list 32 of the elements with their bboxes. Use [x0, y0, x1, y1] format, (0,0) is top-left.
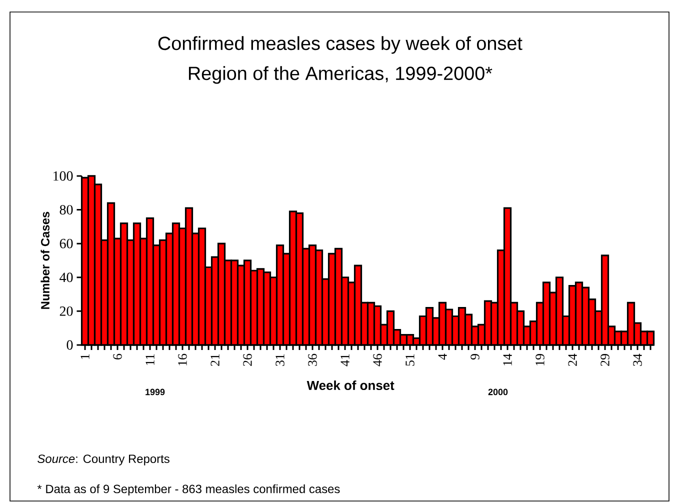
x-tick-label: 21	[210, 354, 220, 366]
y-tick-label: 60	[60, 238, 73, 248]
x-tick-label: 6	[113, 354, 122, 360]
x-tick-label: 11	[146, 354, 154, 365]
x-tick-label: 36	[308, 354, 317, 366]
x-tick-label: 4	[438, 354, 447, 360]
x-tick-label: 34	[633, 354, 642, 366]
x-tick-label: 31	[276, 354, 284, 366]
y-tick-label: 40	[60, 272, 73, 282]
chart-subtitle: Region of the Americas, 1999-2000*	[188, 66, 492, 84]
y-tick-label: 80	[60, 205, 73, 214]
x-tick-label: 16	[178, 354, 187, 366]
x-tick-label: 1	[80, 354, 90, 359]
x-tick-label: 26	[243, 354, 252, 366]
y-tick-label: 20	[60, 306, 73, 316]
text: 2000	[488, 388, 508, 396]
x-tick-label: 14	[503, 354, 512, 366]
x-tick-label: 41	[340, 354, 350, 366]
chart-title: Confirmed measles cases by week of onset	[158, 36, 522, 54]
y-axis-title: Number of Cases	[40, 212, 50, 309]
y-tick-label: 0	[66, 340, 73, 350]
x-axis-title: Week of onset	[306, 380, 394, 390]
x-tick-label: 29	[600, 354, 610, 366]
text: 1999	[146, 388, 165, 396]
x-tick-label: 19	[536, 354, 544, 366]
x-tick-label: 46	[373, 354, 382, 366]
text: * Data as of 9 September - 863 measles confirmed cases	[37, 484, 340, 496]
y-tick-label: 100	[54, 171, 73, 181]
x-tick-label: 24	[568, 354, 577, 366]
x-tick-label: 51	[406, 354, 414, 366]
x-tick-label: 9	[470, 354, 480, 360]
text: Source: Country Reports	[38, 454, 170, 466]
